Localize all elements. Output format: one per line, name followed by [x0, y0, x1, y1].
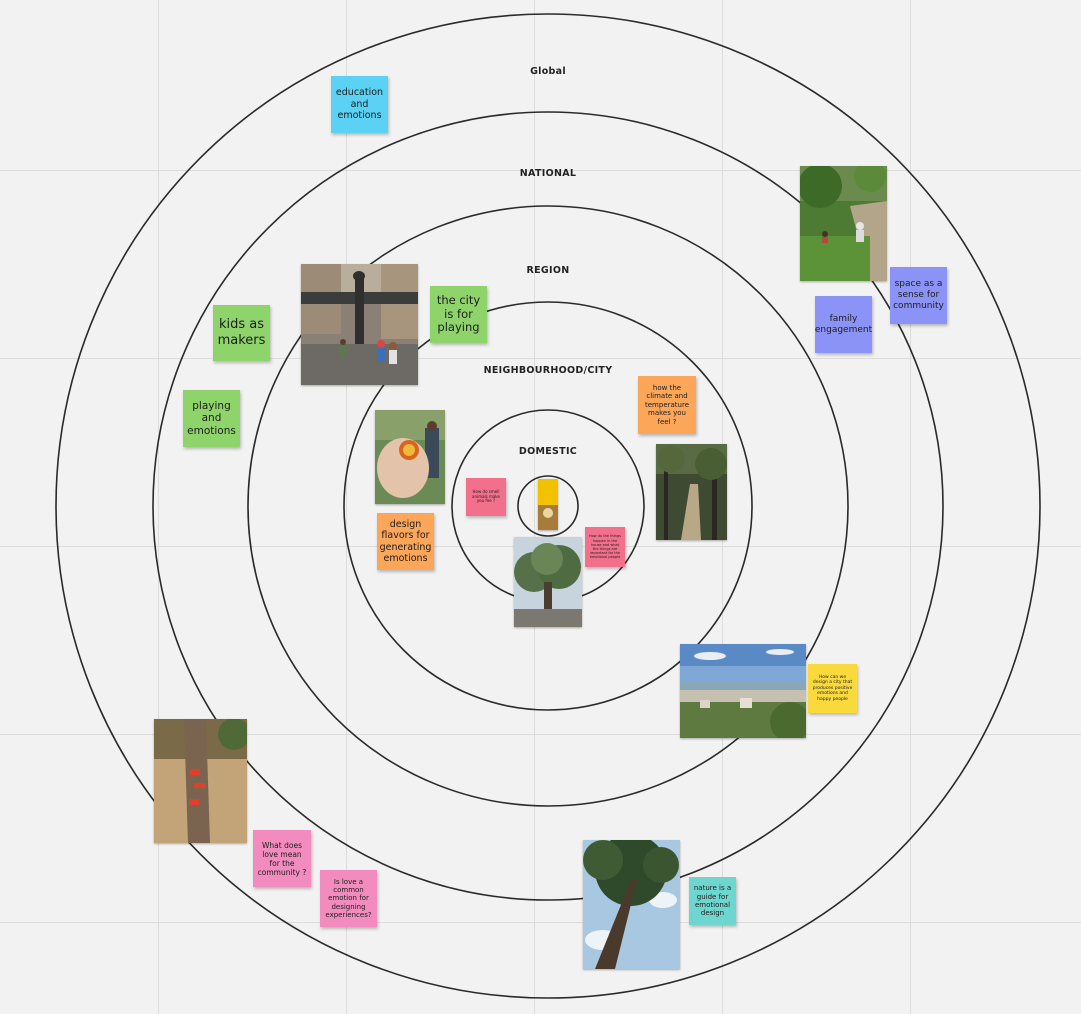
label-domestic: DOMESTIC: [518, 446, 578, 457]
ring-region: [247, 205, 849, 807]
tree-photo: [514, 537, 582, 627]
center-photo[interactable]: [538, 479, 558, 530]
sticky-note-yellow-city[interactable]: How can we design a city that produces p…: [808, 664, 857, 713]
tree-trunk-photo: [154, 719, 247, 843]
city-view-photo[interactable]: [680, 644, 806, 738]
park-path-photo[interactable]: [800, 166, 887, 281]
fountain-square-photo: [301, 264, 418, 385]
sticky-note-climate-temperature[interactable]: how the climate and temperature makes yo…: [638, 376, 696, 434]
sticky-note-space-community[interactable]: space as a sense for community: [890, 267, 947, 324]
sticky-note-love-common[interactable]: Is love a common emotion for designing e…: [320, 870, 377, 927]
fountain-photo[interactable]: [301, 264, 418, 385]
ring-neighbourhood: [343, 301, 753, 711]
label-national: NATIONAL: [519, 168, 577, 179]
sticky-note-nature-guide[interactable]: nature is a guide for emotional design: [689, 877, 736, 925]
sticky-note-love-community[interactable]: What does love mean for the community ?: [253, 830, 311, 887]
sticky-note-playing-emotions[interactable]: playing and emotions: [183, 390, 240, 447]
label-neighbourhood-city: NEIGHBOURHOOD/CITY: [483, 365, 613, 376]
forest-path-photo: [656, 444, 727, 540]
ring-center: [517, 475, 579, 537]
sticky-note-small-red-1[interactable]: How do smell animals make you fee ?: [466, 478, 506, 516]
city-landscape-photo: [680, 644, 806, 738]
sticky-note-city-playing[interactable]: the city is for playing: [430, 286, 487, 343]
small-yellow-photo: [538, 479, 558, 530]
sticky-note-education-emotions[interactable]: education and emotions: [331, 76, 388, 133]
forest-trail-photo[interactable]: [656, 444, 727, 540]
hand-fruit-photo[interactable]: [375, 410, 445, 504]
hand-holding-fruit-photo: [375, 410, 445, 504]
ring-global: [55, 13, 1041, 999]
sticky-note-family-engagement[interactable]: family engagement: [815, 296, 872, 353]
park-people-photo: [800, 166, 887, 281]
ring-national: [152, 111, 944, 901]
olive-tree-photo[interactable]: [514, 537, 582, 627]
pine-tree-photo: [583, 840, 680, 969]
sticky-note-design-flavors[interactable]: design flavors for generating emotions: [377, 513, 434, 570]
label-global: Global: [530, 66, 566, 77]
pine-tree-photo[interactable]: [583, 840, 680, 969]
sticky-note-kids-makers[interactable]: kids as makers: [213, 305, 270, 361]
sticky-note-small-red-2[interactable]: How do the things happen in the house an…: [585, 527, 625, 567]
tree-trunk-photo[interactable]: [154, 719, 247, 843]
label-region: REGION: [526, 265, 570, 276]
